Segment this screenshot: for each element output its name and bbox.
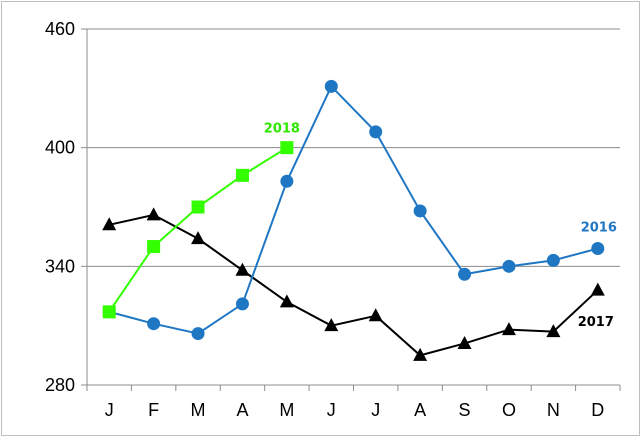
data-point bbox=[280, 174, 294, 188]
data-point bbox=[102, 217, 117, 231]
data-point bbox=[235, 168, 249, 182]
x-tick-label: F bbox=[148, 400, 159, 420]
series-label-2018: 2018 bbox=[264, 122, 300, 137]
series-line-2016 bbox=[108, 84, 599, 335]
x-tick-label: D bbox=[591, 400, 604, 420]
data-point bbox=[146, 207, 161, 221]
axes bbox=[81, 28, 621, 391]
series-group bbox=[102, 79, 605, 361]
data-point bbox=[324, 79, 338, 93]
data-point bbox=[324, 318, 339, 332]
x-tick-label: S bbox=[459, 400, 471, 420]
y-tick-label: 280 bbox=[45, 375, 75, 395]
data-point bbox=[102, 305, 116, 319]
series-2017 bbox=[102, 207, 605, 361]
data-point bbox=[369, 125, 383, 139]
x-tick-label: A bbox=[236, 400, 248, 420]
data-point bbox=[191, 327, 205, 341]
data-point bbox=[191, 200, 205, 214]
data-point bbox=[501, 322, 516, 336]
data-point bbox=[413, 347, 428, 361]
y-tick-label: 400 bbox=[45, 138, 75, 158]
data-point bbox=[147, 240, 161, 254]
x-tick-label: O bbox=[502, 400, 516, 420]
x-tick-label: N bbox=[547, 400, 560, 420]
data-point bbox=[235, 297, 249, 311]
data-point bbox=[546, 324, 561, 338]
gridlines bbox=[87, 28, 620, 267]
data-point bbox=[413, 204, 427, 218]
x-tick-label: M bbox=[279, 400, 294, 420]
data-point bbox=[279, 294, 294, 308]
series-labels: 2016 2017 2018 bbox=[264, 122, 617, 330]
data-point bbox=[546, 253, 560, 267]
x-tick-label: J bbox=[327, 400, 336, 420]
y-tick-label: 340 bbox=[45, 256, 75, 276]
series-line-2018 bbox=[108, 146, 288, 313]
data-point bbox=[235, 262, 250, 276]
data-point bbox=[147, 317, 161, 331]
data-point bbox=[280, 141, 294, 155]
series-label-2017: 2017 bbox=[578, 315, 614, 330]
x-tick-label: J bbox=[105, 400, 114, 420]
series-label-2016: 2016 bbox=[581, 221, 617, 236]
data-point bbox=[457, 335, 472, 349]
data-point bbox=[191, 231, 206, 245]
series-line-2017 bbox=[108, 213, 599, 357]
data-point bbox=[368, 308, 383, 322]
series-2016 bbox=[102, 79, 605, 341]
data-point bbox=[591, 242, 605, 256]
y-tick-label: 460 bbox=[45, 19, 75, 39]
x-tick-label: M bbox=[191, 400, 206, 420]
data-point bbox=[458, 267, 472, 281]
data-point bbox=[590, 282, 605, 296]
data-point bbox=[502, 259, 516, 273]
y-axis-ticks: 460 400 340 280 bbox=[45, 19, 75, 395]
x-tick-label: J bbox=[371, 400, 380, 420]
x-tick-label: A bbox=[414, 400, 426, 420]
series-2018 bbox=[102, 141, 294, 319]
